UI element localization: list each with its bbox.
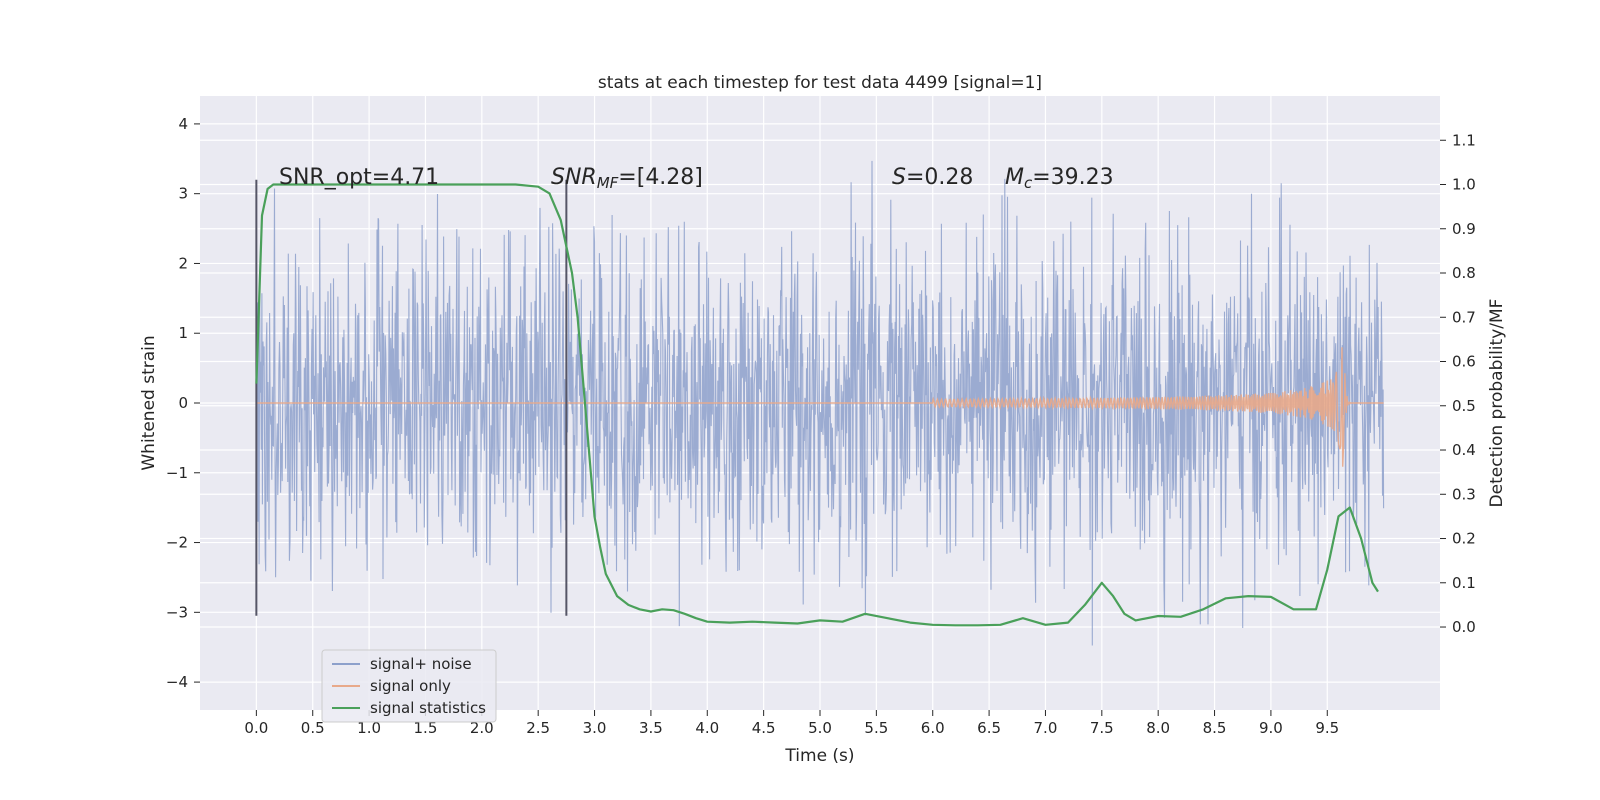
y2-tick-label: 0.7: [1452, 308, 1476, 326]
annotation-s: S=0.28: [892, 165, 973, 190]
chart-title: stats at each timestep for test data 449…: [598, 73, 1042, 93]
x-tick-label: 1.0: [357, 719, 381, 737]
y2-tick-label: 0.6: [1452, 353, 1476, 371]
axis-layer: 0.0 0.5 1.0 1.5 2.0 2.5 3.0 3.5 4.0 4.5 5.0 5.5 6.0 6…: [166, 115, 1476, 737]
y-axis-label: Whitened strain: [139, 335, 159, 470]
x-tick-label: 2.5: [526, 719, 550, 737]
x-tick-label: 9.5: [1315, 719, 1339, 737]
y2-tick-label: 0.1: [1452, 574, 1476, 592]
y-tick-label: 3: [178, 185, 188, 203]
annotation-mc-sub: c: [1024, 174, 1033, 192]
x-tick-label: 2.0: [470, 719, 494, 737]
annotation-snr-opt: SNR_opt=4.71: [279, 165, 439, 190]
x-axis-label: Time (s): [784, 746, 854, 766]
x-tick-label: 9.0: [1259, 719, 1283, 737]
annotation-s-value: =0.28: [906, 165, 973, 190]
y-tick-label: −1: [166, 464, 188, 482]
annotation-mc-prefix: M: [1005, 165, 1024, 190]
annotation-snr-mf-prefix: SNR: [551, 165, 597, 190]
signal-only-trace: [256, 347, 1384, 467]
annotation-mc: Mc=39.23: [1005, 165, 1114, 192]
y2-axis-label: Detection probability/MF: [1487, 299, 1507, 508]
y-tick-label: 4: [178, 115, 188, 133]
x-tick-label: 7.5: [1090, 719, 1114, 737]
signal-statistics-series: [255, 183, 1379, 627]
annotation-snr-mf-value: =[4.28]: [618, 165, 703, 190]
statistics-line: [255, 183, 1379, 627]
x-tick-label: 8.5: [1203, 719, 1227, 737]
y-tick-label: 0: [178, 394, 188, 412]
noise-trace: [255, 160, 1385, 646]
legend-label-noise: signal+ noise: [370, 655, 472, 673]
y2-tick-label: 0.0: [1452, 618, 1476, 636]
legend-label-signal: signal only: [370, 677, 451, 695]
annotation-snr-mf: SNRMF=[4.28]: [551, 165, 703, 192]
x-tick-label: 6.5: [977, 719, 1001, 737]
annotation-mc-value: =39.23: [1032, 165, 1113, 190]
noise-series: [255, 160, 1385, 646]
signal-only-series: [256, 347, 1384, 467]
x-tick-label: 4.5: [752, 719, 776, 737]
annotation-s-prefix: S: [892, 165, 906, 190]
y2-tick-label: 0.2: [1452, 530, 1476, 548]
y-tick-label: −3: [166, 603, 188, 621]
x-tick-label: 6.0: [921, 719, 945, 737]
y-tick-label: 1: [178, 324, 188, 342]
legend-label-statistics: signal statistics: [370, 699, 486, 717]
y-tick-label: −2: [166, 534, 188, 552]
legend: signal+ noise signal only signal statist…: [321, 649, 497, 723]
vertical-markers: [255, 179, 568, 616]
x-tick-label: 5.5: [864, 719, 888, 737]
y2-tick-label: 0.8: [1452, 264, 1476, 282]
y2-tick-label: 0.5: [1452, 397, 1476, 415]
y2-tick-label: 0.4: [1452, 441, 1476, 459]
y-tick-label: 2: [178, 254, 188, 272]
annotation-snr-mf-sub: MF: [597, 174, 619, 192]
x-tick-label: 4.0: [695, 719, 719, 737]
y2-tick-label: 0.9: [1452, 220, 1476, 238]
x-tick-label: 0.0: [244, 719, 268, 737]
x-tick-label: 8.0: [1146, 719, 1170, 737]
legend-box: [321, 649, 497, 723]
y2-tick-label: 0.3: [1452, 485, 1476, 503]
x-tick-label: 1.5: [414, 719, 438, 737]
x-tick-label: 3.5: [639, 719, 663, 737]
y2-tick-label: 1.1: [1452, 131, 1476, 149]
y-tick-label: −4: [166, 673, 188, 691]
x-tick-label: 7.0: [1034, 719, 1058, 737]
x-tick-label: 3.0: [583, 719, 607, 737]
y2-tick-label: 1.0: [1452, 176, 1476, 194]
x-tick-label: 0.5: [301, 719, 325, 737]
x-tick-label: 5.0: [808, 719, 832, 737]
